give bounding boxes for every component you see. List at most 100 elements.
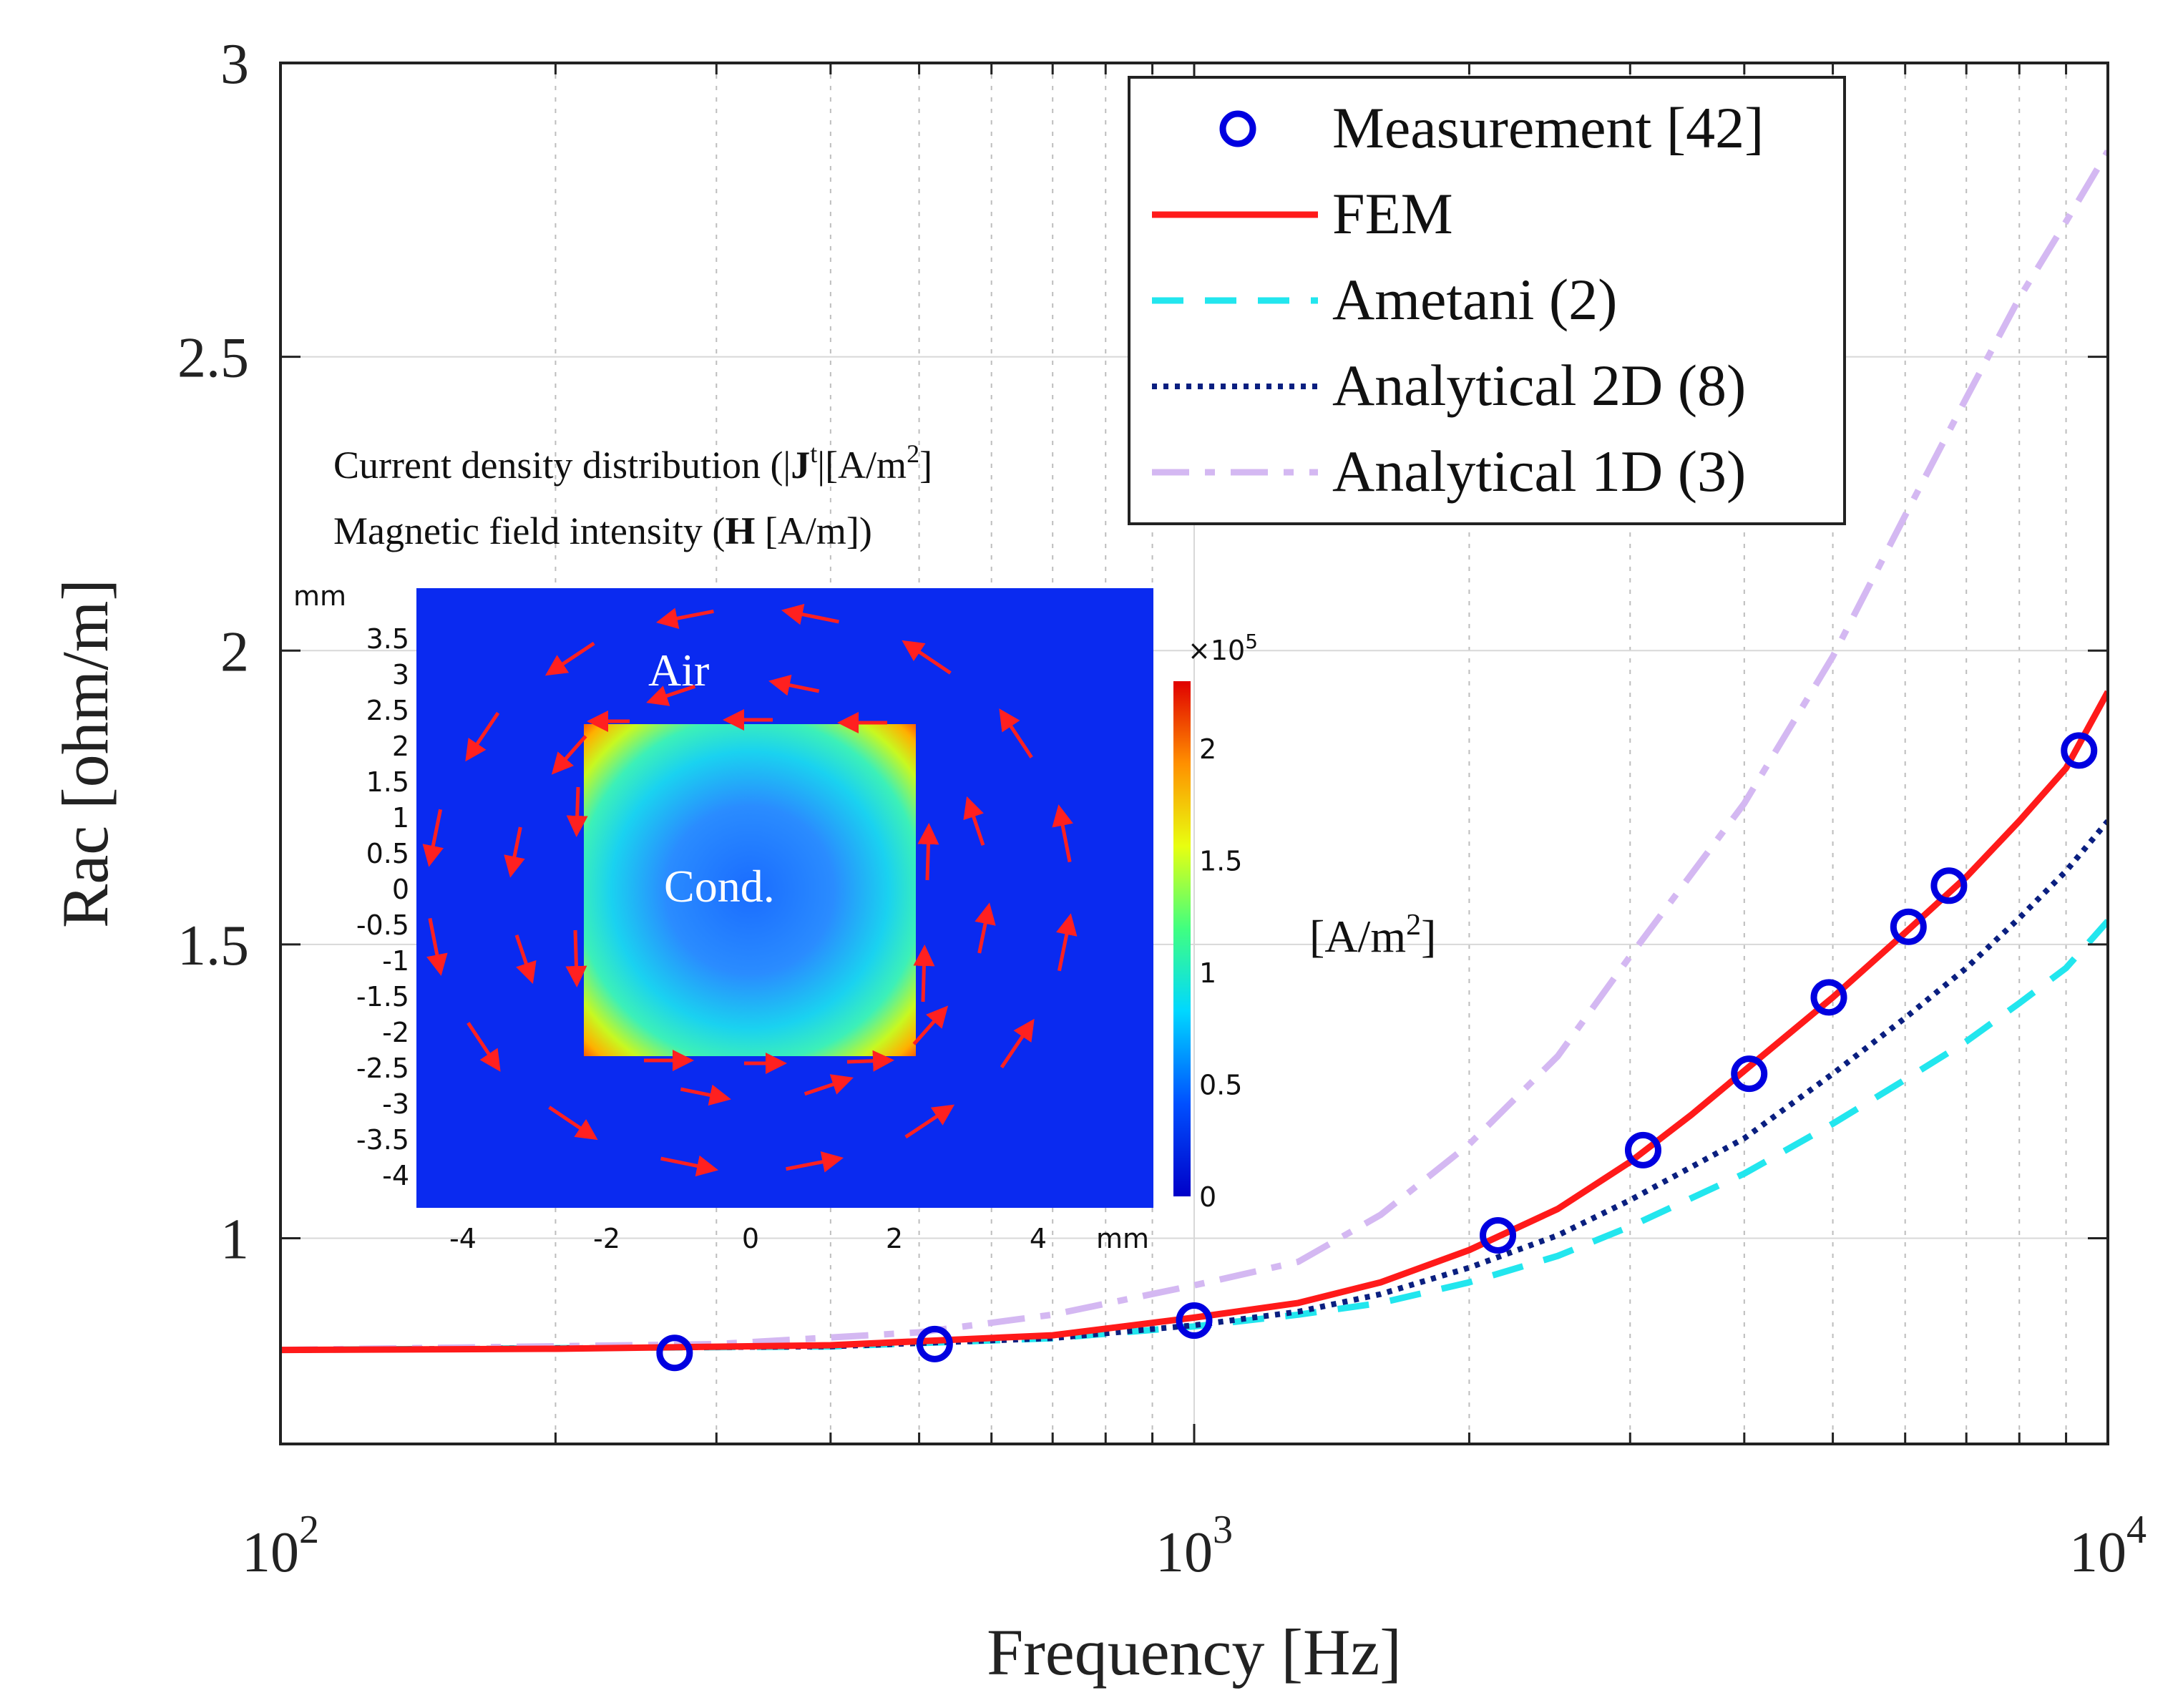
series-line-fem (280, 690, 2108, 1354)
field-arrow (660, 1155, 719, 1177)
inset-colorbar-tick-label: 0.5 (1199, 1069, 1242, 1101)
field-arrow (655, 607, 714, 629)
inset-y-tick-label: 1 (392, 802, 409, 834)
y-tick-label: 2 (220, 620, 249, 683)
inset-axis-unit-x: mm (1096, 1223, 1149, 1254)
inset-y-tick-label: 2 (392, 731, 409, 762)
field-arrow (786, 1151, 844, 1173)
legend-label: Analytical 2D (8) (1332, 353, 1746, 418)
inset-unit-label: [A/m2] (1309, 909, 1436, 962)
inset-y-tick-label: -2.5 (356, 1053, 409, 1084)
inset-caption-line1: Current density distribution (|Jt|[A/m2] (333, 439, 932, 487)
inset-x-tick-label: 4 (1030, 1223, 1047, 1254)
series-line-analytical-1d-3 (280, 149, 2108, 1354)
y-tick-label: 2.5 (177, 327, 249, 390)
legend-entry: Measurement [42] (1219, 95, 1764, 160)
inset-axis-unit-y: mm (293, 580, 346, 612)
legend-entry: Ametani (2) (1152, 267, 1617, 332)
inset-y-tick-label: 2.5 (366, 695, 409, 726)
legend-label: Ametani (2) (1332, 267, 1617, 332)
inset-x-tick-label: -2 (593, 1223, 620, 1254)
field-arrow (1052, 804, 1073, 863)
inset-label-air: Air (648, 645, 709, 696)
field-arrow (548, 1106, 598, 1141)
inset-y-tick-label: 1.5 (366, 766, 409, 798)
field-arrow (999, 708, 1033, 758)
legend-entry: Analytical 2D (8) (1152, 353, 1746, 418)
inset-y-tick-label: 3 (392, 659, 409, 690)
measurement-point (1930, 867, 1968, 904)
x-axis-title: Frequency [Hz] (987, 1616, 1402, 1689)
field-arrow (913, 945, 935, 1002)
inset-y-tick-label: -1.5 (356, 981, 409, 1012)
legend-entry: FEM (1152, 181, 1453, 246)
field-arrow (1056, 913, 1078, 972)
field-arrow (912, 1005, 949, 1045)
measurement-point (1890, 908, 1927, 945)
inset-colorbar (1173, 681, 1191, 1196)
inset-colorbar-tick-label: 2 (1199, 733, 1216, 765)
y-tick-label: 3 (220, 33, 249, 96)
measurement-point (2061, 732, 2098, 769)
field-arrow (422, 809, 444, 867)
inset-x-ticks: -4 -2 0 2 4 (449, 1223, 1047, 1254)
inset-x-tick-label: 2 (886, 1223, 903, 1254)
field-arrow (680, 1084, 731, 1106)
y-tick-label: 1 (220, 1209, 249, 1272)
inset-conductor (584, 724, 916, 1056)
inset-y-tick-label: -3.5 (356, 1124, 409, 1156)
field-arrow (768, 674, 820, 696)
legend-label: FEM (1332, 181, 1453, 246)
field-arrow (646, 684, 696, 706)
legend: Measurement [42] FEM Ametani (2) Analytical… (1128, 76, 1846, 525)
series-line-ametani-2 (280, 919, 2108, 1354)
inset-y-tick-label: -3 (382, 1088, 409, 1120)
field-arrow (902, 640, 952, 675)
series-lines (280, 149, 2108, 1354)
field-arrow (804, 1074, 854, 1096)
measurement-point (1624, 1131, 1661, 1168)
inset-y-ticks: 3.5 3 2.5 2 1.5 1 0.5 0 -0.5 -1 -1.5 -2 -2.5 -3 -3.5 -4 (356, 623, 409, 1191)
field-arrow (467, 1022, 501, 1072)
inset-x-tick-label: -4 (449, 1223, 477, 1254)
measurement-point (1810, 979, 1847, 1016)
field-arrow (963, 796, 985, 846)
field-arrow (514, 934, 537, 985)
inset-colorbar-tick-label: 1 (1199, 957, 1216, 989)
inset-colorbar-exponent: ×105 (1188, 630, 1258, 666)
legend-entry: Analytical 1D (3) (1152, 439, 1746, 504)
inset-label-conductor: Cond. (664, 861, 775, 912)
measurement-point (656, 1334, 693, 1372)
field-arrow (426, 917, 448, 976)
inset-field-plot: Current density distribution (|Jt|[A/m2]… (293, 439, 1436, 1254)
field-arrow (565, 929, 587, 987)
measurement-point (1480, 1216, 1517, 1254)
field-arrow (781, 603, 839, 625)
series-line-analytical-2d-8 (280, 819, 2108, 1353)
series-markers (656, 732, 2098, 1372)
inset-y-tick-label: -4 (382, 1160, 409, 1191)
measurement-point (1176, 1302, 1213, 1339)
inset-y-tick-label: 0.5 (366, 838, 409, 869)
axis-ticks (279, 62, 2109, 1444)
field-arrow (465, 711, 500, 762)
y-axis-title: Rac [ohm/m] (49, 579, 122, 928)
field-arrow (551, 735, 587, 775)
inset-colorbar-tick-label: 1.5 (1199, 845, 1242, 877)
y-tick-labels: 1 1.5 2 2.5 3 (177, 33, 249, 1272)
field-arrow (1000, 1018, 1035, 1069)
field-arrow (917, 823, 939, 881)
field-arrow (975, 902, 996, 954)
field-arrow (846, 1050, 894, 1072)
inset-y-tick-label: -2 (382, 1017, 409, 1048)
inset-x-tick-label: 0 (742, 1223, 759, 1254)
field-arrow (904, 1104, 955, 1139)
measurement-point (1731, 1055, 1768, 1093)
x-tick-label: 103 (1156, 1508, 1233, 1584)
inset-y-tick-label: -0.5 (356, 909, 409, 941)
inset-y-tick-label: -1 (382, 945, 409, 977)
legend-label: Measurement [42] (1332, 95, 1764, 160)
x-tick-labels: 102 103 104 (242, 1508, 2147, 1584)
x-tick-label: 102 (242, 1508, 319, 1584)
